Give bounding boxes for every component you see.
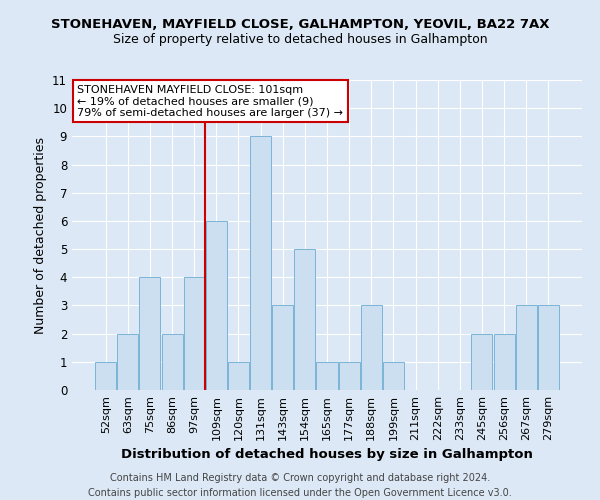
Bar: [184, 278, 205, 390]
Bar: [361, 306, 382, 390]
Bar: [250, 136, 271, 390]
Bar: [118, 334, 139, 390]
Text: Contains HM Land Registry data © Crown copyright and database right 2024.
Contai: Contains HM Land Registry data © Crown c…: [88, 472, 512, 498]
Bar: [95, 362, 116, 390]
X-axis label: Distribution of detached houses by size in Galhampton: Distribution of detached houses by size …: [121, 448, 533, 462]
Bar: [515, 306, 536, 390]
Bar: [295, 249, 316, 390]
Bar: [538, 306, 559, 390]
Bar: [139, 278, 160, 390]
Text: Size of property relative to detached houses in Galhampton: Size of property relative to detached ho…: [113, 32, 487, 46]
Bar: [494, 334, 515, 390]
Bar: [383, 362, 404, 390]
Bar: [316, 362, 338, 390]
Text: STONEHAVEN, MAYFIELD CLOSE, GALHAMPTON, YEOVIL, BA22 7AX: STONEHAVEN, MAYFIELD CLOSE, GALHAMPTON, …: [51, 18, 549, 30]
Bar: [472, 334, 493, 390]
Text: STONEHAVEN MAYFIELD CLOSE: 101sqm
← 19% of detached houses are smaller (9)
79% o: STONEHAVEN MAYFIELD CLOSE: 101sqm ← 19% …: [77, 84, 343, 118]
Bar: [338, 362, 359, 390]
Y-axis label: Number of detached properties: Number of detached properties: [34, 136, 47, 334]
Bar: [161, 334, 182, 390]
Bar: [206, 221, 227, 390]
Bar: [272, 306, 293, 390]
Bar: [228, 362, 249, 390]
